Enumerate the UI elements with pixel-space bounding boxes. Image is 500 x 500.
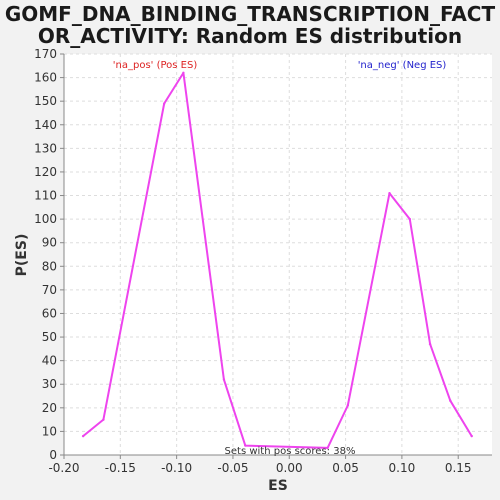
y-tick-label: 70 bbox=[42, 283, 57, 297]
x-tick-label: 0.05 bbox=[332, 461, 359, 475]
y-tick-label: 100 bbox=[34, 212, 57, 226]
x-tick-label: -0.10 bbox=[161, 461, 192, 475]
data-point bbox=[222, 378, 226, 381]
x-tick-label: 0.00 bbox=[276, 461, 303, 475]
y-tick-label: 150 bbox=[34, 94, 57, 108]
y-tick-label: 140 bbox=[34, 118, 57, 132]
pos-scores-summary: Sets with pos scores: 38% bbox=[225, 446, 356, 457]
y-tick-label: 40 bbox=[42, 354, 57, 368]
data-point bbox=[81, 434, 85, 438]
data-point bbox=[408, 217, 411, 221]
data-point bbox=[102, 418, 105, 421]
y-tick-label: 0 bbox=[49, 448, 57, 462]
y-tick-label: 90 bbox=[42, 236, 57, 250]
data-point bbox=[428, 342, 432, 346]
y-tick-label: 60 bbox=[42, 306, 57, 320]
data-point bbox=[346, 404, 350, 407]
x-tick-label: 0.15 bbox=[445, 461, 472, 475]
neg-es-label: 'na_neg' (Neg ES) bbox=[358, 60, 447, 71]
y-axis-ticks: 0 10 20 30 40 50 60 70 80 90 100 110 120 130 140 150 160… bbox=[34, 47, 64, 462]
y-tick-label: 170 bbox=[34, 47, 57, 61]
x-tick-label: 0.10 bbox=[389, 461, 416, 475]
x-axis-label: ES bbox=[268, 478, 288, 494]
y-tick-label: 160 bbox=[34, 71, 57, 85]
data-point bbox=[388, 191, 391, 195]
y-tick-label: 110 bbox=[34, 189, 57, 203]
data-point bbox=[244, 444, 247, 447]
data-point bbox=[163, 102, 166, 105]
data-point bbox=[449, 399, 452, 402]
series-line bbox=[81, 71, 473, 450]
x-tick-label: -0.15 bbox=[105, 461, 136, 475]
data-point bbox=[470, 434, 473, 438]
y-tick-label: 10 bbox=[42, 424, 57, 438]
y-axis-label: P(ES) bbox=[14, 234, 30, 277]
grid-lines bbox=[63, 53, 492, 456]
y-tick-label: 80 bbox=[42, 259, 57, 273]
plot-area bbox=[64, 54, 492, 455]
x-tick-label: -0.05 bbox=[217, 461, 248, 475]
data-point bbox=[326, 446, 329, 450]
chart-title-line-1: GOMF_DNA_BINDING_TRANSCRIPTION_FACT bbox=[5, 2, 496, 26]
y-tick-label: 120 bbox=[34, 165, 57, 179]
pos-es-label: 'na_pos' (Pos ES) bbox=[113, 60, 198, 71]
y-tick-label: 20 bbox=[42, 401, 57, 415]
axes bbox=[63, 54, 492, 456]
x-axis-ticks: -0.20 -0.15 -0.10 -0.05 0.00 0.05 0.10 0.15 bbox=[48, 455, 472, 475]
x-tick-label: -0.20 bbox=[48, 461, 79, 475]
data-point bbox=[182, 71, 185, 75]
y-tick-label: 130 bbox=[34, 141, 57, 155]
y-tick-label: 30 bbox=[42, 377, 57, 391]
chart-title-line-2: OR_ACTIVITY: Random ES distribution bbox=[38, 24, 462, 48]
y-tick-label: 50 bbox=[42, 330, 57, 344]
